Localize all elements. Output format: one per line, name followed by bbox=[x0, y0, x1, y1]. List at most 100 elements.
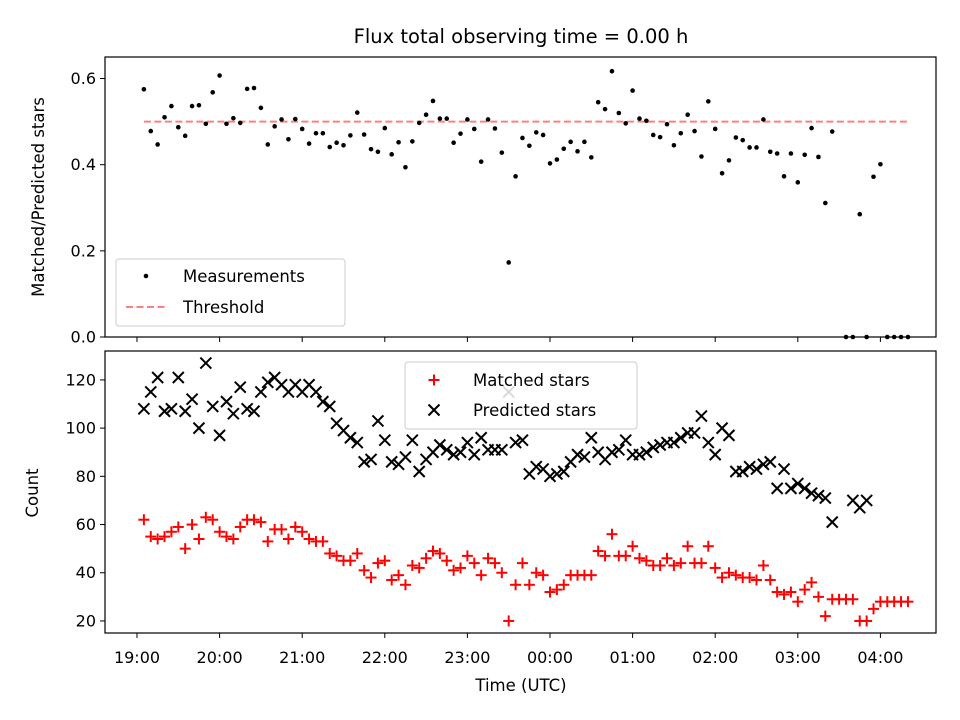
bottom-legend-box bbox=[404, 361, 638, 430]
matched-star-point bbox=[317, 535, 329, 547]
predicted-star-point bbox=[371, 414, 385, 428]
legend-matched-label: Matched stars bbox=[473, 371, 590, 390]
matched-star-point bbox=[585, 569, 597, 581]
measurement-point bbox=[788, 151, 794, 156]
predicted-star-point bbox=[385, 455, 398, 469]
measurement-point bbox=[341, 143, 346, 148]
measurement-point bbox=[657, 134, 663, 140]
matched-star-point bbox=[544, 586, 556, 598]
legend-measurements-marker bbox=[143, 273, 149, 279]
measurement-point bbox=[430, 98, 436, 104]
matched-star-point bbox=[475, 569, 487, 581]
bottom-y-tick-label: 40 bbox=[76, 563, 96, 582]
measurement-point bbox=[176, 124, 181, 130]
matched-star-point bbox=[152, 533, 164, 545]
x-tick-label: 22:00 bbox=[362, 648, 408, 667]
measurement-point bbox=[354, 110, 360, 115]
matched-star-point bbox=[186, 519, 198, 531]
predicted-star-point bbox=[399, 450, 412, 464]
matched-star-point bbox=[682, 540, 694, 552]
predicted-star-point bbox=[585, 431, 598, 444]
legend-measurements-label: Measurements bbox=[183, 267, 305, 286]
measurement-point bbox=[644, 118, 649, 124]
measurement-point bbox=[361, 132, 367, 137]
matched-star-point bbox=[207, 514, 219, 526]
measurement-point bbox=[602, 106, 608, 112]
predicted-star-point bbox=[743, 460, 756, 473]
matched-star-point bbox=[276, 523, 288, 535]
predicted-star-point bbox=[653, 438, 667, 452]
matched-star-point bbox=[482, 552, 494, 564]
predicted-star-point bbox=[144, 385, 157, 399]
measurement-point bbox=[540, 132, 546, 138]
predicted-star-point bbox=[213, 429, 226, 442]
predicted-star-point bbox=[447, 448, 460, 461]
matched-star-point bbox=[799, 584, 811, 596]
chart-title: Flux total observing time = 0.00 h bbox=[354, 25, 689, 48]
predicted-star-point bbox=[819, 491, 832, 505]
predicted-star-point bbox=[640, 446, 653, 459]
matched-star-point bbox=[861, 615, 873, 627]
matched-star-point bbox=[510, 579, 522, 591]
predicted-star-point bbox=[344, 431, 357, 444]
matched-star-point bbox=[640, 555, 652, 567]
matched-star-point bbox=[289, 521, 301, 533]
measurement-point bbox=[416, 120, 422, 126]
top-legend: Measurements Threshold bbox=[115, 258, 346, 327]
bottom-y-tick-label: 80 bbox=[76, 467, 96, 486]
measurement-point bbox=[829, 129, 835, 134]
measurement-point bbox=[210, 90, 216, 95]
matched-star-point bbox=[303, 533, 315, 545]
top-y-tick-label: 0.0 bbox=[71, 328, 96, 347]
matched-star-point bbox=[661, 552, 673, 564]
top-y-tick-label: 0.4 bbox=[71, 155, 96, 174]
matched-star-point bbox=[723, 567, 735, 579]
measurement-point bbox=[616, 110, 622, 116]
measurement-point bbox=[437, 116, 443, 121]
predicted-star-point bbox=[805, 486, 818, 500]
measurement-point bbox=[506, 260, 512, 265]
matched-star-point bbox=[172, 521, 184, 533]
measurement-point bbox=[589, 155, 594, 160]
predicted-star-point bbox=[199, 356, 213, 370]
x-tick-label: 03:00 bbox=[775, 648, 821, 667]
matched-star-point bbox=[819, 610, 831, 622]
measurement-point bbox=[595, 99, 601, 105]
matched-star-point bbox=[234, 521, 246, 533]
measurement-point bbox=[692, 128, 697, 134]
matched-star-point bbox=[413, 562, 425, 574]
matched-star-point bbox=[365, 572, 377, 584]
measurement-point bbox=[809, 125, 814, 131]
matched-star-point bbox=[523, 579, 535, 591]
measurement-point bbox=[795, 180, 801, 185]
predicted-star-point bbox=[413, 465, 426, 478]
measurement-point bbox=[802, 152, 807, 158]
predicted-star-point bbox=[764, 455, 777, 469]
matched-star-point bbox=[806, 576, 818, 588]
predicted-star-point bbox=[316, 395, 330, 408]
measurement-point bbox=[671, 143, 677, 148]
top-y-tick-label: 0.6 bbox=[71, 69, 96, 88]
measurement-point bbox=[189, 103, 195, 109]
measurement-point bbox=[155, 142, 160, 147]
measurement-point bbox=[740, 137, 746, 143]
measurement-point bbox=[554, 157, 560, 162]
predicted-star-point bbox=[798, 482, 811, 495]
measurement-point bbox=[382, 125, 388, 131]
measurement-point bbox=[306, 141, 312, 146]
top-legend-box bbox=[115, 258, 346, 327]
measurement-point bbox=[368, 146, 374, 152]
predicted-star-point bbox=[247, 405, 261, 418]
legend-predicted-marker bbox=[427, 403, 441, 417]
measurement-point bbox=[313, 130, 319, 136]
predicted-star-point bbox=[351, 436, 364, 449]
matched-star-point bbox=[868, 603, 880, 615]
measurement-point bbox=[458, 131, 463, 136]
legend-threshold-label: Threshold bbox=[182, 298, 264, 317]
measurement-point bbox=[451, 140, 456, 146]
matched-star-point bbox=[627, 540, 639, 552]
measurement-point bbox=[444, 116, 450, 121]
matched-star-point bbox=[248, 514, 260, 526]
predicted-star-point bbox=[770, 482, 784, 495]
measurement-point bbox=[182, 133, 188, 139]
